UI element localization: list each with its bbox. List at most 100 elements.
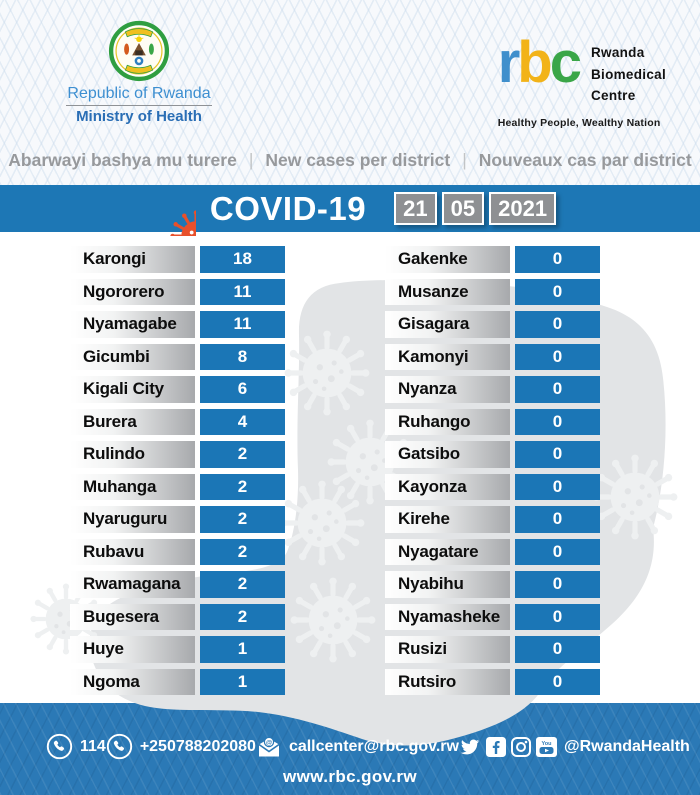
district-cases: 0 [515,571,600,598]
table-row: Nyaruguru 2 [70,506,285,533]
district-name: Rulindo [70,441,195,468]
district-cases: 2 [200,441,285,468]
district-cases: 0 [515,636,600,663]
contact-row: 114 +250788202080 @ cal [46,703,690,760]
district-name: Nyabihu [385,571,510,598]
district-cases: 1 [200,668,285,695]
republic-label: Republic of Rwanda [67,85,211,102]
table-row: Gatsibo 0 [385,441,600,468]
district-name: Karongi [70,246,195,273]
table-row: Gakenke 0 [385,246,600,273]
district-cases: 0 [515,538,600,565]
email-icon: @ [258,736,280,757]
table-row: Rubavu 2 [70,538,285,565]
instagram-icon[interactable] [510,736,531,757]
district-cases: 6 [200,376,285,403]
government-block: Republic of Rwanda Ministry of Health [44,20,234,135]
district-cases: 18 [200,246,285,273]
table-row: Nyamasheke 0 [385,603,600,630]
date-year: 2021 [489,192,557,225]
subtitle-separator: | [462,149,467,170]
rbc-logo: rbc [498,34,582,92]
district-name: Rubavu [70,538,195,565]
district-name: Rwamagana [70,571,195,598]
svg-text:You: You [541,741,551,747]
table-row: Nyamagabe 11 [70,311,285,338]
table-row: Huye 1 [70,636,285,663]
district-name: Ngoma [70,668,195,695]
district-cases: 0 [515,408,600,435]
hotline-number: 114 [80,737,106,755]
table-row: Rusizi 0 [385,636,600,663]
district-cases: 2 [200,506,285,533]
rbc-tagline: Healthy People, Wealthy Nation [497,116,661,129]
phone-number: +250788202080 [139,737,256,755]
district-cases: 0 [515,441,600,468]
rbc-logo-block: rbc Rwanda Biomedical Centre Healthy Peo… [497,34,666,135]
table-row: Nyanza 0 [385,376,600,403]
callcenter-phone[interactable]: +250788202080 [106,733,256,760]
district-column-left: Karongi 18 Ngororero 11 Nyamagabe 11 Gicumb… [70,246,285,701]
district-cases: 0 [515,506,600,533]
table-row: Karongi 18 [70,246,285,273]
district-name: Huye [70,636,195,663]
district-name: Kigali City [70,376,195,403]
table-row: Nyagatare 0 [385,538,600,565]
district-cases: 0 [515,278,600,305]
website-url[interactable]: www.rbc.gov.rw [282,767,418,786]
subtitle-kinyarwanda: Abarwayi bashya mu turere [8,149,237,170]
subtitle-french: Nouveaux cas par district [478,149,692,170]
table-row: Kirehe 0 [385,506,600,533]
district-name: Ruhango [385,408,510,435]
subtitle-bar: Abarwayi bashya mu turere | New cases pe… [0,135,700,185]
rbc-letter-r: r [497,30,521,95]
footer: 114 +250788202080 @ cal [0,703,700,795]
district-name: Bugesera [70,603,195,630]
date-month: 05 [441,192,485,225]
table-row: Rulindo 2 [70,441,285,468]
table-row: Gicumbi 8 [70,343,285,370]
table-row: Kigali City 6 [70,376,285,403]
phone-icon [106,733,132,760]
district-name: Musanze [385,278,510,305]
district-name: Rusizi [385,636,510,663]
district-cases: 0 [515,246,600,273]
banner-title: COVID-19 [209,189,367,227]
district-cases: 0 [515,376,600,403]
district-name: Gicumbi [70,343,195,370]
table-row: Burera 4 [70,408,285,435]
table-row: Rutsiro 0 [385,668,600,695]
header-zone: Republic of Rwanda Ministry of Health rb… [0,0,700,185]
rbc-name-line: Biomedical [590,66,666,82]
table-row: Nyabihu 0 [385,571,600,598]
rwanda-coat-of-arms-icon [108,20,170,82]
header: Republic of Rwanda Ministry of Health rb… [0,0,700,135]
facebook-icon[interactable] [485,736,506,757]
table-row: Ngororero 11 [70,278,285,305]
rbc-name-line: Rwanda [590,45,645,60]
table-row: Ngoma 1 [70,668,285,695]
district-name: Gatsibo [385,441,510,468]
table-row: Rwamagana 2 [70,571,285,598]
district-cases-table: Karongi 18 Ngororero 11 Nyamagabe 11 Gicumb… [0,232,700,703]
report-date: 21 05 2021 [394,192,557,225]
table-row: Gisagara 0 [385,311,600,338]
district-name: Gisagara [385,311,510,338]
district-name: Muhanga [70,473,195,500]
email-contact[interactable]: @ callcenter@rbc.gov.rw [256,734,459,759]
phone-icon [46,733,73,760]
district-name: Kayonza [385,473,510,500]
district-cases: 2 [200,603,285,630]
district-cases: 11 [200,278,285,305]
district-cases: 0 [515,473,600,500]
district-name: Kamonyi [385,343,510,370]
table-row: Kayonza 0 [385,473,600,500]
hotline-phone[interactable]: 114 [46,733,106,760]
youtube-icon[interactable]: You [535,736,557,757]
district-name: Nyamasheke [385,603,510,630]
ministry-label: Ministry of Health [66,105,212,125]
social-handle[interactable]: @RwandaHealth [563,737,690,755]
district-name: Kirehe [385,506,510,533]
twitter-icon[interactable] [459,737,481,757]
